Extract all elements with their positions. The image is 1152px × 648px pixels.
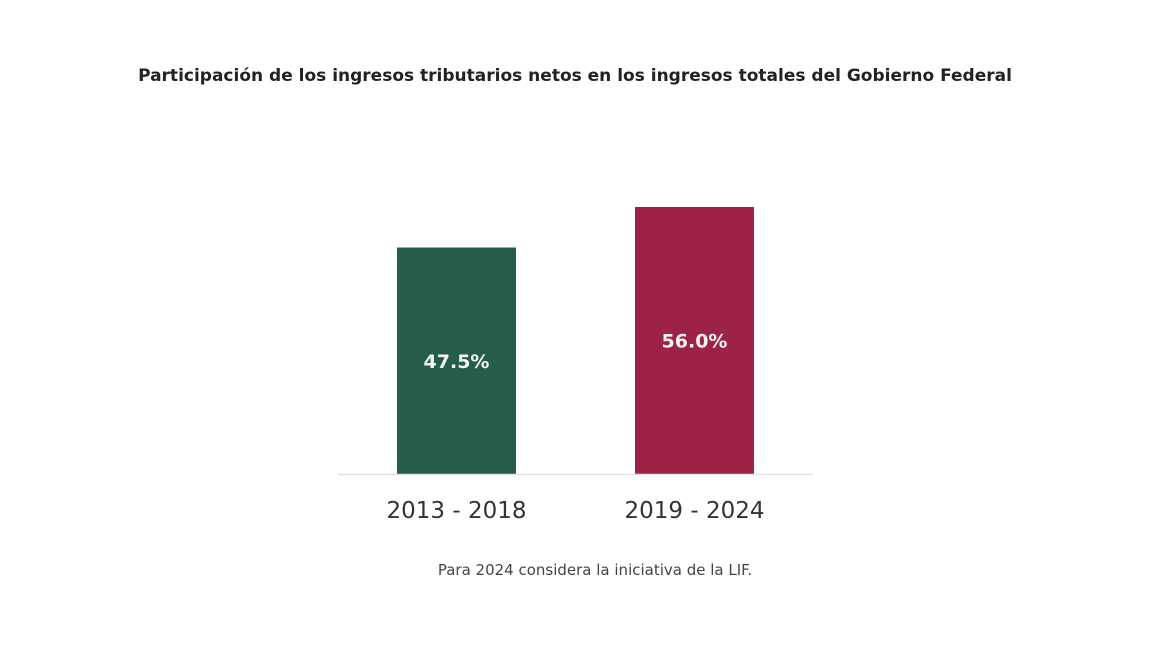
category-label-1: 2013 - 2018 bbox=[387, 498, 527, 524]
chart-footnote: Para 2024 considera la iniciativa de la … bbox=[437, 561, 753, 579]
bar-1 bbox=[397, 247, 516, 474]
data-label-1: 47.5% bbox=[424, 351, 490, 373]
chart-title: Participación de los ingresos tributario… bbox=[138, 66, 1012, 86]
data-label-2: 56.0% bbox=[662, 331, 728, 353]
category-label-2: 2019 - 2024 bbox=[625, 498, 765, 524]
bar-2 bbox=[635, 207, 754, 474]
